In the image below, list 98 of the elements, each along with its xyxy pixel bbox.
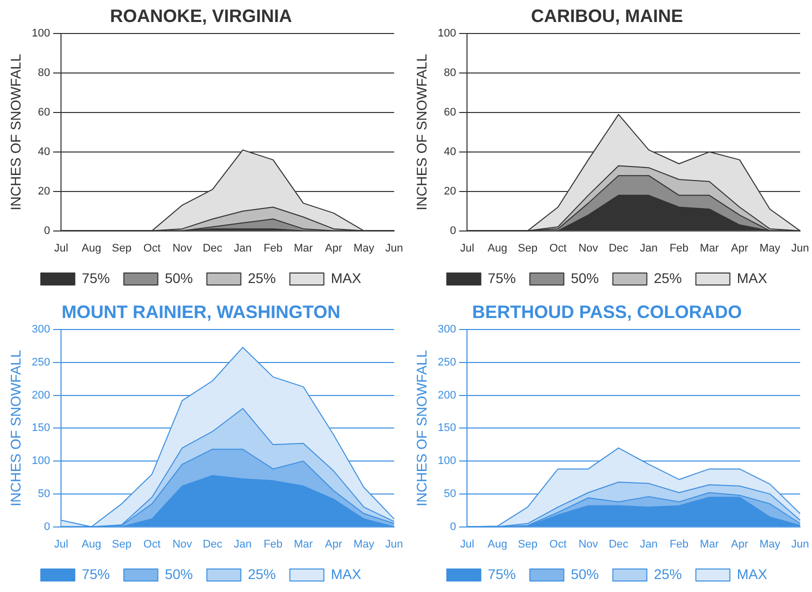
x-tick-label: Feb <box>670 242 689 254</box>
x-tick-label: Sep <box>112 538 132 550</box>
y-tick-label: 80 <box>38 67 50 80</box>
x-tick-label: Sep <box>112 242 132 254</box>
y-tick-label: 20 <box>38 185 50 198</box>
x-tick-label: Jun <box>791 538 810 550</box>
y-tick-label: 60 <box>38 106 50 119</box>
x-tick-label: Jan <box>640 242 658 254</box>
y-tick-label: 0 <box>44 224 50 237</box>
legend-label: 75% <box>82 566 110 582</box>
x-tick-label: Jan <box>234 538 252 550</box>
x-tick-label: May <box>759 242 781 254</box>
x-tick-label: Oct <box>143 538 161 550</box>
x-tick-label: Mar <box>700 242 720 254</box>
x-tick-label: Oct <box>143 242 161 254</box>
x-tick-label: Apr <box>731 242 748 254</box>
y-tick-label: 20 <box>444 185 456 198</box>
legend-label: MAX <box>330 270 362 286</box>
x-tick-label: Jun <box>791 242 810 254</box>
y-axis-title: INCHES OF SNOWFALL <box>413 350 430 506</box>
x-tick-label: Feb <box>264 242 283 254</box>
y-tick-label: 40 <box>444 146 456 158</box>
y-tick-label: 150 <box>32 422 50 434</box>
y-tick-label: 200 <box>438 389 456 402</box>
y-tick-label: 0 <box>450 520 456 533</box>
x-tick-label: Jun <box>385 538 404 550</box>
x-tick-label: Mar <box>294 538 314 550</box>
y-tick-label: 80 <box>444 67 456 80</box>
x-tick-label: Dec <box>608 538 629 550</box>
x-tick-label: Nov <box>172 538 193 550</box>
legend-label: MAX <box>736 270 768 286</box>
chart-title: ROANOKE, VIRGINIA <box>110 6 292 26</box>
y-tick-label: 300 <box>32 324 50 336</box>
y-tick-label: 0 <box>44 520 50 533</box>
legend-label: 75% <box>488 270 516 286</box>
x-tick-label: Jul <box>460 242 474 254</box>
x-tick-label: Oct <box>549 538 567 550</box>
y-tick-label: 100 <box>438 455 456 468</box>
legend-label: 25% <box>654 566 682 582</box>
y-tick-label: 100 <box>32 28 50 40</box>
legend-label: 25% <box>248 270 276 286</box>
x-tick-label: Sep <box>518 242 538 254</box>
x-tick-label: Aug <box>82 242 102 254</box>
x-tick-label: Jan <box>234 242 252 254</box>
x-tick-label: Feb <box>264 538 283 550</box>
y-tick-label: 50 <box>444 488 456 500</box>
legend-label: MAX <box>330 566 362 582</box>
chart-title: CARIBOU, MAINE <box>531 6 683 26</box>
legend-label: 50% <box>570 566 599 582</box>
y-axis-title: INCHES OF SNOWFALL <box>413 54 430 210</box>
x-tick-label: Apr <box>325 538 342 550</box>
x-tick-label: Sep <box>518 538 538 550</box>
x-tick-label: Apr <box>731 538 748 550</box>
x-tick-label: Nov <box>578 242 599 254</box>
x-tick-label: Dec <box>202 538 223 550</box>
legend-label: 50% <box>570 270 599 286</box>
x-tick-label: Oct <box>549 242 567 254</box>
y-tick-label: 0 <box>450 224 456 237</box>
y-tick-label: 50 <box>38 488 50 500</box>
y-tick-label: 250 <box>32 356 50 368</box>
chart-title: BERTHOUD PASS, COLORADO <box>472 302 742 322</box>
x-tick-label: Jan <box>640 538 658 550</box>
legend-label: 75% <box>82 270 110 286</box>
legend-label: 75% <box>488 566 516 582</box>
x-tick-label: May <box>759 538 781 550</box>
x-tick-label: Dec <box>202 242 223 254</box>
y-tick-label: 100 <box>32 455 50 468</box>
x-tick-label: Jul <box>54 242 68 254</box>
x-tick-label: Jun <box>385 242 404 254</box>
y-tick-label: 200 <box>32 389 50 402</box>
x-tick-label: Aug <box>488 242 508 254</box>
x-tick-label: Aug <box>488 538 508 550</box>
x-tick-label: Aug <box>82 538 102 550</box>
x-tick-label: Jul <box>460 538 474 550</box>
y-tick-label: 40 <box>38 146 50 158</box>
x-tick-label: Nov <box>578 538 599 550</box>
x-tick-label: Nov <box>172 242 193 254</box>
y-tick-label: 300 <box>438 324 456 336</box>
y-tick-label: 150 <box>438 422 456 434</box>
x-tick-label: Jul <box>54 538 68 550</box>
x-tick-label: Dec <box>608 242 629 254</box>
x-tick-label: May <box>353 242 375 254</box>
x-tick-label: May <box>353 538 375 550</box>
y-tick-label: 250 <box>438 356 456 368</box>
legend-label: 25% <box>654 270 682 286</box>
y-tick-label: 60 <box>444 106 456 119</box>
y-axis-title: INCHES OF SNOWFALL <box>7 54 24 210</box>
chart-title: MOUNT RAINIER, WASHINGTON <box>62 302 340 322</box>
x-tick-label: Mar <box>700 538 720 550</box>
legend-label: 50% <box>164 566 193 582</box>
legend-label: MAX <box>736 566 768 582</box>
x-tick-label: Apr <box>325 242 342 254</box>
x-tick-label: Feb <box>670 538 689 550</box>
y-tick-label: 100 <box>438 28 456 40</box>
y-axis-title: INCHES OF SNOWFALL <box>7 350 24 506</box>
x-tick-label: Mar <box>294 242 314 254</box>
legend-label: 50% <box>164 270 193 286</box>
legend-label: 25% <box>248 566 276 582</box>
